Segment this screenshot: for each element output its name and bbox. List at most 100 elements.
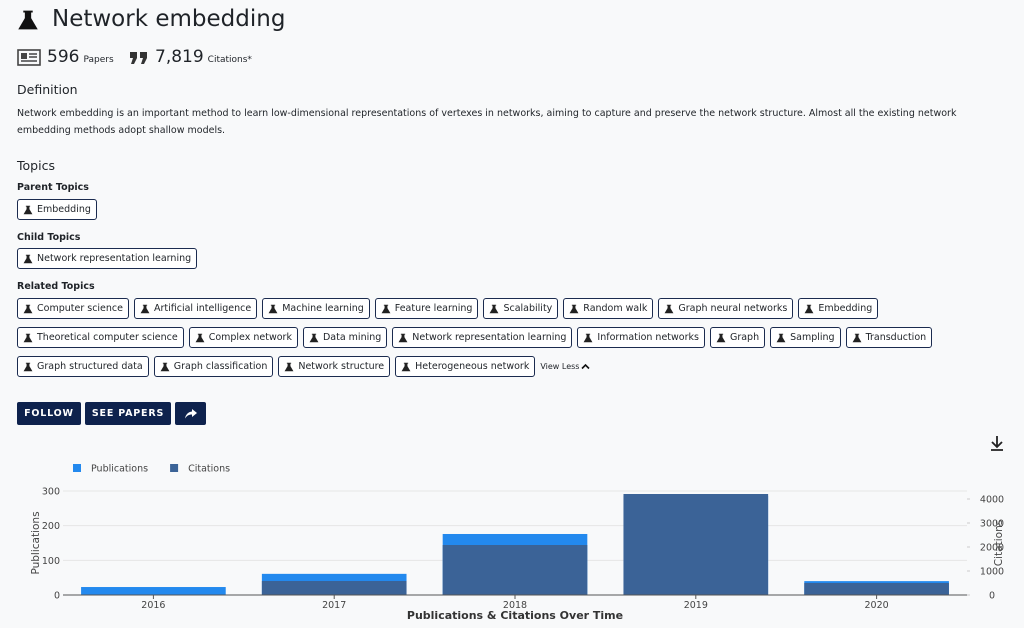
- y2-tick-label: 4000: [980, 494, 1004, 505]
- tag-label: Graph neural networks: [678, 303, 788, 314]
- chevron-icon: [581, 363, 591, 370]
- flask-icon: [664, 304, 674, 313]
- flask-icon: [490, 304, 499, 313]
- x-tick-label: 2019: [684, 600, 708, 611]
- toggle-label: View Less: [540, 362, 580, 371]
- topic-tag[interactable]: Transduction: [845, 327, 933, 348]
- tag-label: Theoretical computer science: [37, 332, 178, 343]
- topic-tag[interactable]: Data mining: [302, 327, 388, 348]
- topic-tag[interactable]: Graph neural networks: [658, 298, 794, 319]
- tag-label: Network representation learning: [412, 332, 567, 343]
- flask-icon: [18, 10, 38, 30]
- download-button[interactable]: [991, 436, 1003, 451]
- topic-tag[interactable]: Theoretical computer science: [17, 327, 184, 348]
- tag-label: Computer science: [37, 303, 123, 314]
- tag-label: Network structure: [298, 361, 385, 372]
- flask-icon: [160, 362, 170, 371]
- bar: [261, 581, 407, 595]
- topic-tag[interactable]: Graph: [709, 327, 766, 348]
- subsection-heading: Child Topics: [17, 232, 81, 243]
- topic-tag[interactable]: Graph classification: [153, 356, 274, 377]
- legend-label: Citations: [188, 464, 230, 475]
- tag-label: Embedding: [37, 204, 91, 215]
- topic-tag[interactable]: Feature learning: [374, 298, 479, 319]
- flask-icon: [284, 362, 294, 371]
- topic-tag[interactable]: Complex network: [188, 327, 298, 348]
- flask-icon: [23, 205, 33, 214]
- flask-icon: [398, 333, 408, 342]
- share-icon: [184, 408, 197, 418]
- flask-icon: [268, 304, 278, 313]
- papers-label: Papers: [83, 55, 114, 65]
- page-title: Network embedding: [52, 6, 286, 32]
- flask-icon: [401, 362, 411, 371]
- topic-tag[interactable]: Random walk: [563, 298, 654, 319]
- legend-swatch: [170, 464, 179, 472]
- topic-tag[interactable]: Embedding: [798, 298, 879, 319]
- share-button[interactable]: [175, 402, 206, 425]
- definition-text: Network embedding is an important method…: [17, 108, 957, 136]
- flask-icon: [852, 333, 862, 342]
- flask-icon: [23, 362, 33, 371]
- y2-tick-label: 0: [989, 591, 995, 602]
- flask-icon: [309, 333, 319, 342]
- topic-tag[interactable]: Artificial intelligence: [134, 298, 258, 319]
- topic-tag[interactable]: Heterogeneous network: [395, 356, 536, 377]
- follow-button[interactable]: FOLLOW: [17, 402, 81, 425]
- quote-icon: [130, 52, 147, 64]
- topic-tag[interactable]: Computer science: [17, 298, 129, 319]
- tag-label: Graph classification: [173, 361, 268, 372]
- tag-label: Graph structured data: [37, 361, 143, 372]
- tag-label: Network representation learning: [37, 253, 192, 264]
- flask-icon: [23, 254, 33, 263]
- tag-label: Graph: [729, 332, 760, 343]
- papers-icon: [17, 49, 41, 66]
- topic-tag[interactable]: Scalability: [483, 298, 559, 319]
- tag-label: Complex network: [208, 332, 292, 343]
- tag-label: Information networks: [597, 332, 699, 343]
- topic-tag[interactable]: Machine learning: [262, 298, 370, 319]
- bar: [442, 545, 588, 595]
- tag-list: Network representation learning: [17, 248, 1007, 269]
- x-tick-label: 2018: [503, 600, 527, 611]
- tag-label: Feature learning: [394, 303, 473, 314]
- x-tick-label: 2020: [865, 600, 889, 611]
- y-axis-title: Publications: [30, 511, 42, 574]
- flask-icon: [583, 333, 593, 342]
- flask-icon: [716, 333, 726, 342]
- legend-label: Publications: [91, 464, 148, 475]
- tag-label: Scalability: [503, 303, 553, 314]
- x-tick-label: 2017: [322, 600, 346, 611]
- y2-tick-label: 2000: [980, 542, 1004, 553]
- section-heading: Topics: [17, 158, 55, 173]
- y-tick-label: 100: [42, 556, 60, 567]
- topic-tag[interactable]: Network structure: [278, 356, 391, 377]
- subsection-heading: Parent Topics: [17, 182, 89, 193]
- y-tick-label: 300: [42, 487, 60, 498]
- tag-label: Machine learning: [282, 303, 364, 314]
- topic-tag[interactable]: Sampling: [770, 327, 841, 348]
- papers-count: 596: [47, 47, 80, 67]
- view-less-toggle[interactable]: View Less: [540, 362, 591, 371]
- tag-label: Sampling: [790, 332, 835, 343]
- tag-label: Random walk: [583, 303, 648, 314]
- see-papers-button[interactable]: SEE PAPERS: [85, 402, 171, 425]
- flask-icon: [381, 304, 391, 313]
- tag-label: Artificial intelligence: [154, 303, 252, 314]
- topic-tag[interactable]: Network representation learning: [392, 327, 573, 348]
- subsection-heading: Related Topics: [17, 281, 95, 292]
- tag-label: Heterogeneous network: [415, 361, 530, 372]
- flask-icon: [569, 304, 579, 313]
- topic-tag[interactable]: Graph structured data: [17, 356, 149, 377]
- topic-tag[interactable]: Embedding: [17, 199, 97, 220]
- flask-icon: [776, 333, 786, 342]
- tag-label: Embedding: [818, 303, 873, 314]
- flask-icon: [23, 333, 33, 342]
- tag-list: Computer science Artificial intelligence M…: [17, 298, 1007, 377]
- flask-icon: [195, 333, 205, 342]
- legend-swatch: [73, 464, 81, 472]
- topic-tag[interactable]: Information networks: [577, 327, 705, 348]
- topic-tag[interactable]: Network representation learning: [17, 248, 198, 269]
